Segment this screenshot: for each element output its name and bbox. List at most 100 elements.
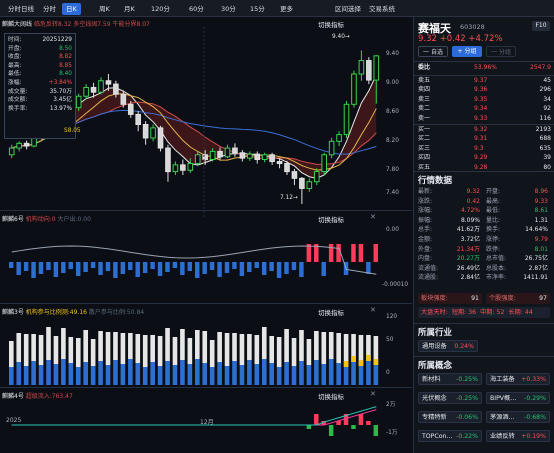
pane3-bar-blue [165,361,170,385]
order-row[interactable]: 买四 9.29 39 [414,154,554,163]
info-key: 开盘: [8,45,22,52]
stat-key: 总市值: [486,255,507,263]
level-label: 卖三 [418,95,431,103]
order-row[interactable]: 买三 9.3 635 [414,145,554,154]
tab-8[interactable]: 15分 [250,5,265,13]
pane-divider[interactable] [0,210,412,211]
sector-strength-value: 91 [471,295,479,302]
stat-key: 内盘: [418,255,433,263]
pane3-bar-yellow [351,356,356,362]
order-row[interactable]: 买五 9.28 80 [414,164,554,173]
toolbar-right-0[interactable]: 区间选择 [335,5,361,13]
order-row[interactable]: 买一 9.32 2193 [414,126,554,135]
level-volume: 296 [539,86,551,94]
order-row[interactable]: 卖三 9.35 34 [414,96,554,105]
order-row[interactable]: 卖二 9.34 92 [414,105,554,114]
concept-tag[interactable]: 海工装备 +0.33% [486,373,550,385]
pane-divider[interactable] [0,303,412,304]
market-timing-short: 短期: 36 [451,309,477,316]
concept-tag[interactable]: BIPV概… -0.29% [486,392,550,404]
candle-body [90,86,97,93]
level-price: 9.29 [474,154,488,162]
concept-tag[interactable]: 业绩反转 +0.19% [486,430,550,442]
sector-strength: 板块强度: 91 [418,293,482,304]
pane3-bar-blue [202,363,208,385]
stat-cell: 总股本: 2.87亿 [486,265,550,274]
pane4-bar [314,414,319,425]
order-row[interactable]: 卖一 9.33 116 [414,115,554,124]
candle-body [105,80,112,85]
pane2-bar [172,262,178,268]
level-price: 9.31 [474,135,488,143]
level-label: 买二 [418,135,431,143]
f10-button[interactable]: F10 [532,21,550,31]
pane3-bar-yellow [358,360,364,366]
tab-0[interactable]: 分时日线 [8,5,34,13]
tab-4[interactable]: 月K [124,5,135,13]
pane2-bar [314,244,319,262]
pane3-close-icon[interactable]: ✕ [370,306,376,314]
stat-cell: 外盘: 21.34万 [418,246,482,255]
x-axis-label-month: 12月 [200,419,214,426]
concept-tag[interactable]: 新材料 -0.25% [418,373,482,385]
level-volume: 688 [539,135,551,143]
stat-key: 流通股: [418,274,439,282]
industry-tag[interactable]: 通用设备 0.24% [418,340,478,352]
industry-pct: 0.24% [454,343,474,350]
concept-pct: -0.68% [524,414,546,421]
pane4-switch-indicator-button[interactable]: 切换指标 [318,393,344,401]
pane2-bar [9,262,14,268]
add-group-button[interactable]: + 分组 [452,46,482,57]
y-tick-2: 8.60 [386,109,399,115]
pane3-bar-blue [9,367,14,385]
candle-body [120,93,127,105]
pane2-bar [16,262,21,275]
main-switch-indicator-button[interactable]: 切换指标 [318,21,344,29]
stat-value: 41.62万 [456,226,480,234]
pane3-switch-indicator-button[interactable]: 切换指标 [318,309,344,317]
pane2-switch-indicator-button[interactable]: 切换指标 [318,216,344,224]
pane2-y-bottom: -0.00010 [382,282,409,288]
candle-body [261,154,268,160]
candle-body [16,142,22,149]
pane4-line-1 [11,406,377,426]
pane-divider[interactable] [0,387,412,388]
tab-3[interactable]: 周K [99,5,110,13]
pane4-close-icon[interactable]: ✕ [370,390,376,398]
pane3-bar-blue [75,367,81,385]
concept-name: 茅源酒… [490,414,515,421]
pane3-bar-white [68,337,74,363]
add-watchlist-button[interactable]: 一 自选 [418,46,448,57]
candle-body [180,164,186,171]
order-row[interactable]: 卖五 9.37 45 [414,77,554,86]
stat-value: 2.84亿 [460,274,480,282]
tab-6[interactable]: 60分 [189,5,204,13]
pane3-bar-blue [291,366,297,385]
tab-1[interactable]: 分时 [43,5,56,13]
concept-tag[interactable]: 光伏概念 -0.25% [418,392,482,404]
tab-2[interactable]: 日K [62,3,81,15]
order-row[interactable]: 买二 9.31 688 [414,135,554,144]
pane3-bar-blue [38,365,44,385]
concept-tag[interactable]: 茅源酒… -0.68% [486,411,550,423]
tab-7[interactable]: 30分 [221,5,236,13]
info-value: 8.85 [59,62,72,69]
group-button-disabled[interactable]: 一 分组 [486,46,516,57]
concept-name: 专精特新 [422,414,447,421]
order-row[interactable]: 卖四 9.36 296 [414,86,554,95]
sector-strength-label: 板块强度: [421,295,448,302]
pane3-bar-yellow [343,361,349,367]
pane3-bar-white [38,335,44,365]
concept-tag[interactable]: TOPCon… -0.22% [418,430,482,442]
tab-9[interactable]: 更多 [280,5,293,13]
tab-5[interactable]: 120分 [151,5,170,13]
toolbar-right-1[interactable]: 交易系统 [369,5,395,13]
pane3-bar-blue [83,362,89,385]
level-label: 买三 [418,144,431,152]
order-ratio-label: 委比 [418,64,431,71]
info-row: 时间: 20251229 [8,36,72,45]
pane3-bar-white [328,332,334,359]
stat-key: 总手: [418,226,433,234]
pane2-close-icon[interactable]: ✕ [370,213,376,221]
concept-tag[interactable]: 专精特新 -0.06% [418,411,482,423]
